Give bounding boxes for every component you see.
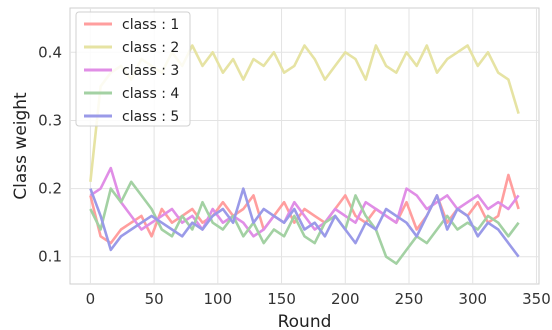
y-tick-labels: 0.1 0.2 0.3 0.4 [38,43,62,265]
y-tick-label: 0.3 [38,111,62,129]
legend-label-class-5: class : 5 [122,109,179,125]
legend-label-class-1: class : 1 [122,17,179,33]
series-line-class-1 [89,173,520,245]
legend-label-class-3: class : 3 [122,63,179,79]
series-line-class-3 [89,166,520,238]
x-tick-label: 150 [267,290,296,308]
legend-label-class-4: class : 4 [122,86,179,102]
legend: class : 1 class : 2 class : 3 class : 4 … [75,11,191,127]
x-tick-label: 250 [395,290,424,308]
x-tick-label: 350 [522,290,551,308]
x-axis-title: Round [278,312,332,330]
x-tick-labels: 0 50 100 150 200 250 300 350 [86,290,551,308]
x-tick-label: 0 [86,290,96,308]
legend-label-class-2: class : 2 [122,40,179,56]
y-tick-label: 0.1 [38,248,62,266]
x-tick-label: 100 [204,290,233,308]
y-tick-label: 0.2 [38,180,62,198]
legend-box [75,11,191,127]
y-axis-title: Class weight [11,92,31,200]
series-line-class-5 [89,187,520,258]
x-tick-label: 50 [145,290,164,308]
x-tick-label: 200 [331,290,360,308]
x-tick-label: 300 [458,290,487,308]
y-tick-label: 0.4 [38,43,62,61]
series-line-class-4 [89,180,520,265]
